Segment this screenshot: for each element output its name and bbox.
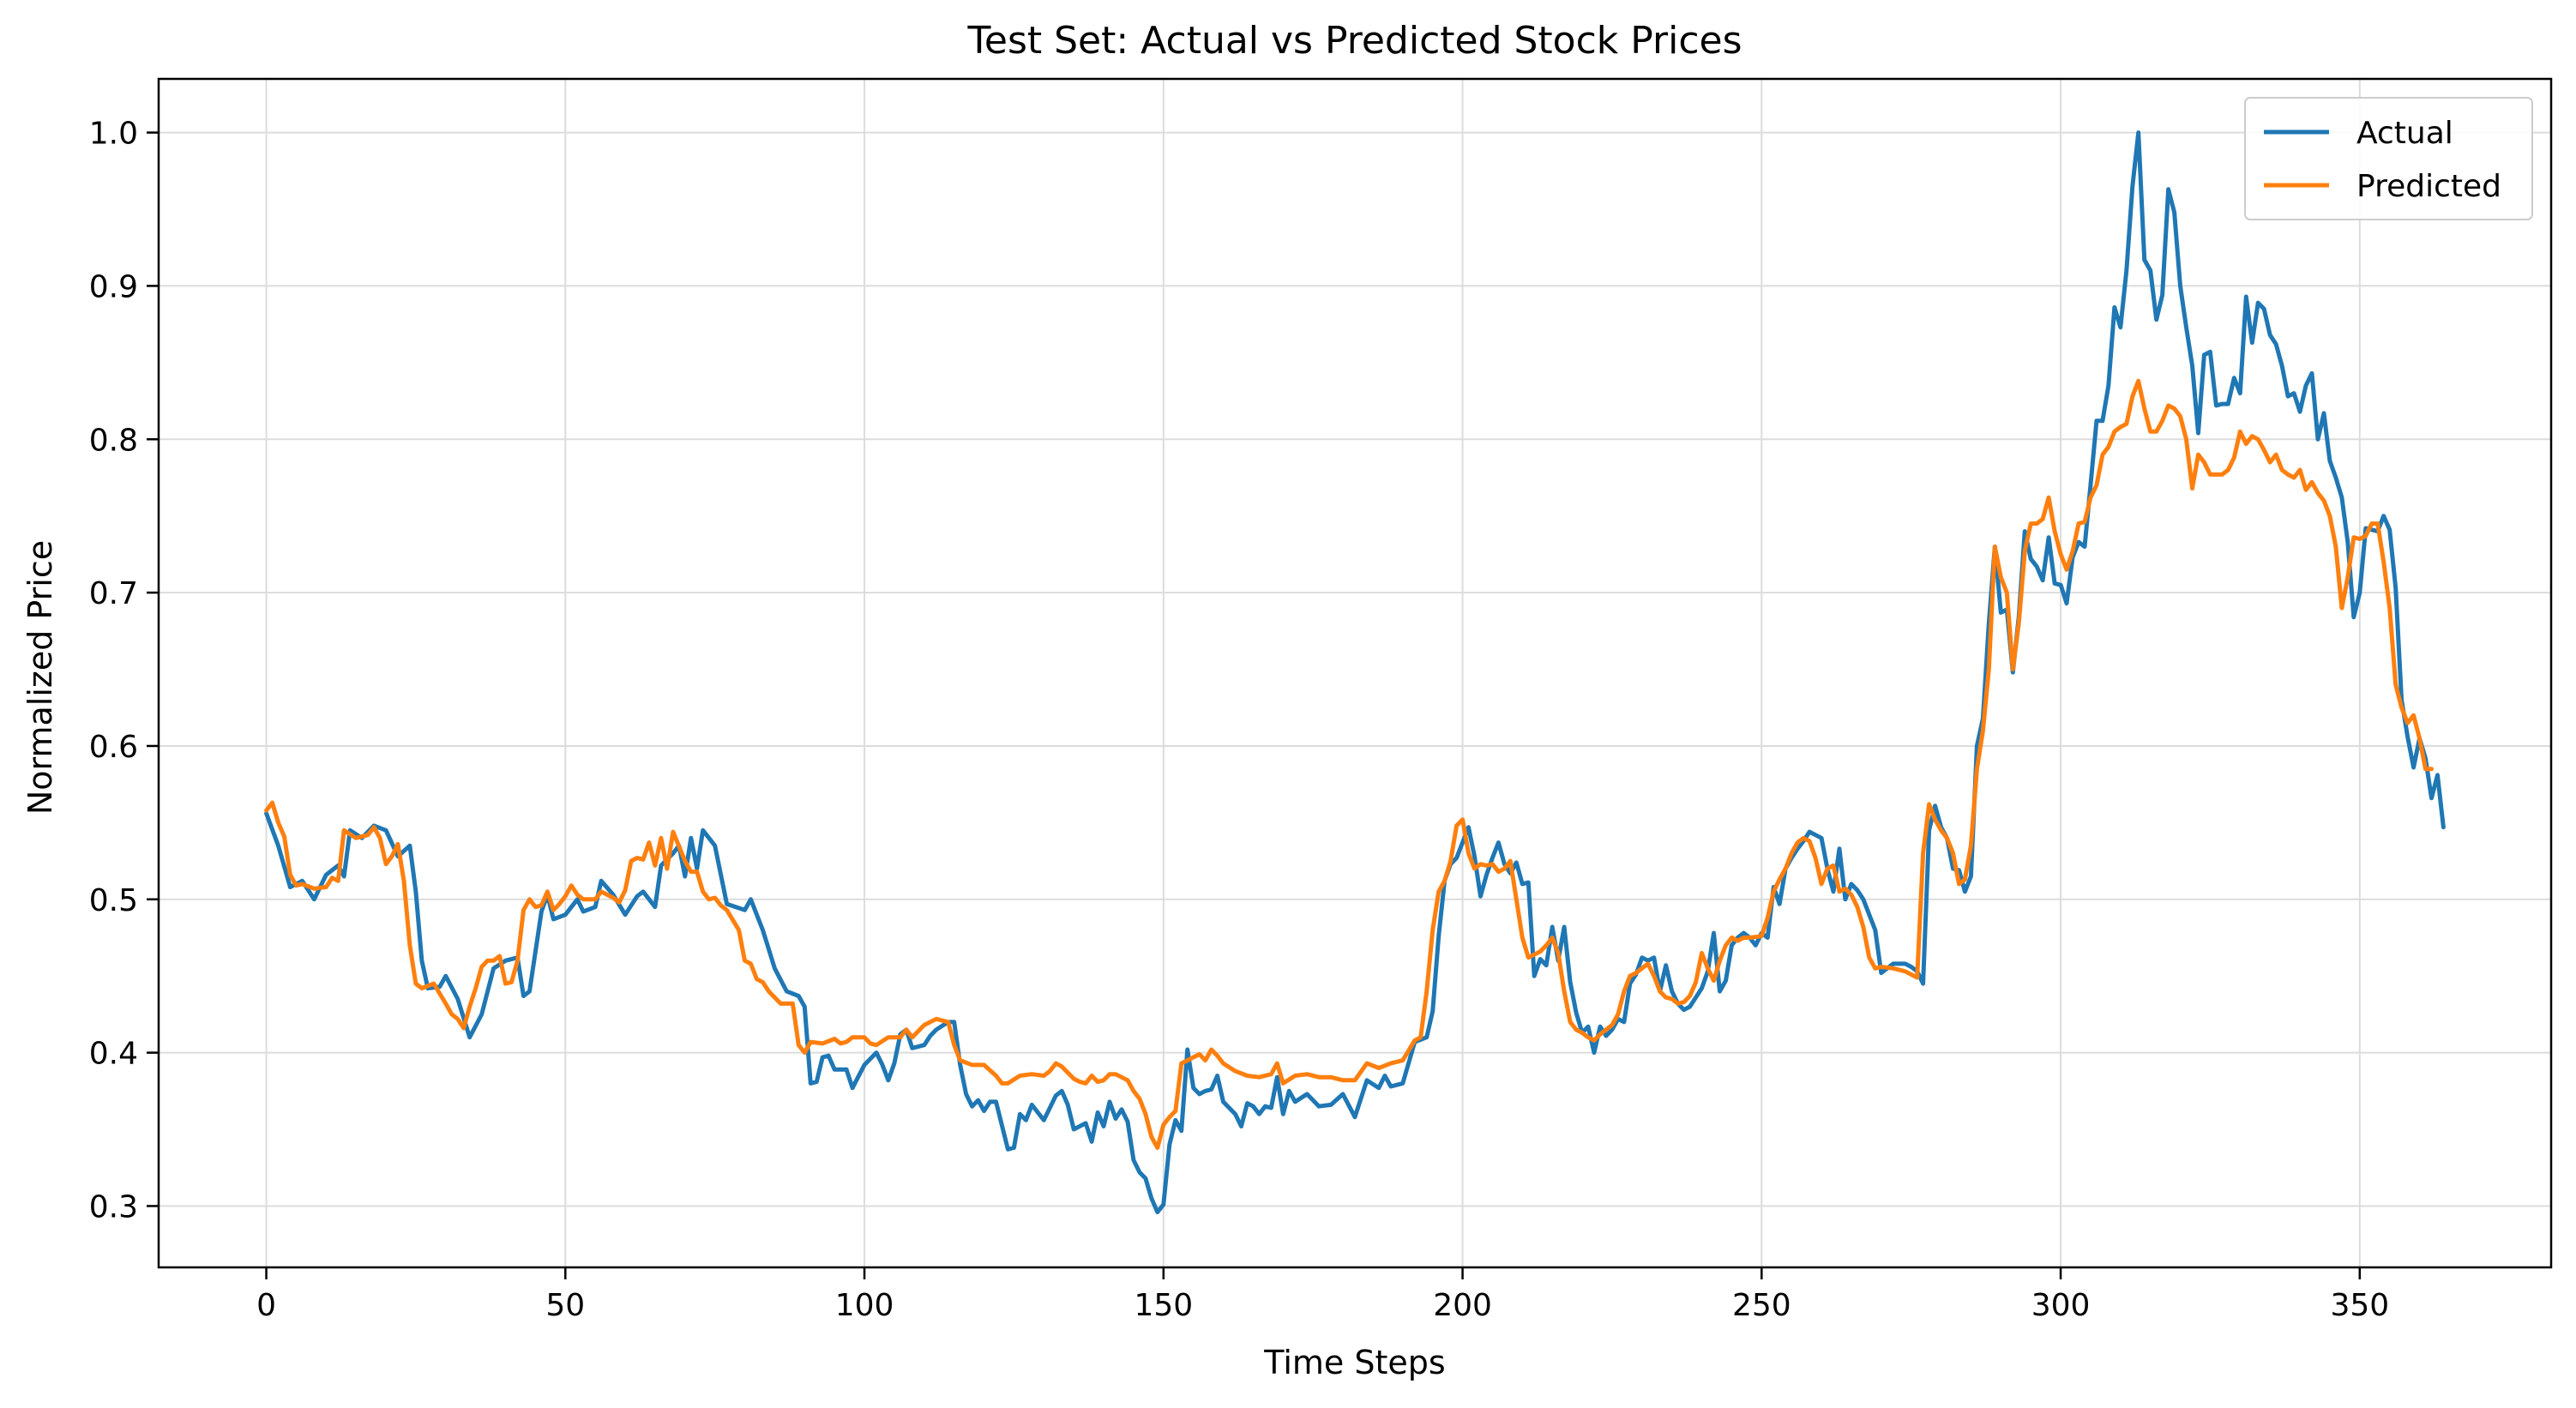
y-tick-label: 0.9	[89, 269, 138, 304]
series-line-predicted	[264, 378, 2434, 1150]
y-tick-label: 0.4	[89, 1037, 138, 1072]
series-line-actual	[264, 130, 2446, 1215]
x-tick-label: 200	[1433, 1288, 1492, 1323]
y-tick-label: 1.0	[89, 117, 138, 152]
y-axis-label: Normalized Price	[21, 540, 59, 815]
y-tick-label: 0.3	[89, 1189, 138, 1224]
x-tick-label: 100	[835, 1288, 894, 1323]
legend-label-actual: Actual	[2356, 116, 2453, 151]
legend-label-predicted: Predicted	[2356, 169, 2501, 204]
x-tick-label: 350	[2330, 1288, 2389, 1323]
chart-title: Test Set: Actual vs Predicted Stock Pric…	[966, 19, 1742, 63]
x-tick-label: 250	[1732, 1288, 1791, 1323]
axes-frame	[157, 77, 2553, 1269]
y-tick-label: 0.8	[89, 423, 138, 458]
x-tick-label: 150	[1134, 1288, 1193, 1323]
y-tick-label: 0.6	[89, 730, 138, 765]
legend-box	[2244, 97, 2533, 220]
y-tick-label: 0.5	[89, 883, 138, 918]
x-tick-label: 300	[2031, 1288, 2091, 1323]
plot-area: 0 50 100 150 200 250 300 350 0.3 0.4 0.5 0.6 0.7 0.8 0…	[89, 77, 2553, 1323]
x-axis-label: Time Steps	[1263, 1344, 1445, 1381]
x-tick-label: 50	[545, 1288, 585, 1323]
y-tick-label: 0.7	[89, 576, 138, 611]
x-tick-label: 0	[256, 1288, 276, 1323]
